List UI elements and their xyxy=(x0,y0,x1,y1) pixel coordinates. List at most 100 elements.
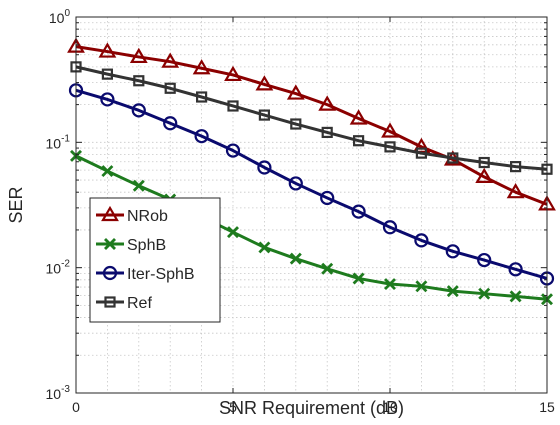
x-tick-label: 5 xyxy=(229,399,237,415)
y-tick-base: 10 xyxy=(46,386,62,402)
data-point-nrob xyxy=(129,47,148,64)
data-point-nrob xyxy=(255,75,274,91)
x-tick-label: 15 xyxy=(539,399,555,415)
data-point-sphb xyxy=(415,280,428,293)
data-point-iter-sphb xyxy=(477,252,492,268)
legend-label-ref: Ref xyxy=(127,295,152,312)
data-point-iter-sphb xyxy=(508,262,523,277)
series-line-nrob xyxy=(75,45,548,206)
legend-marker-iter-sphb xyxy=(102,265,118,281)
data-point-sphb xyxy=(478,287,491,300)
legend-label-nrob: NRob xyxy=(127,208,168,225)
marker-x-stroke xyxy=(132,179,145,192)
data-point-ref xyxy=(290,118,302,130)
legend-label-sphb: SphB xyxy=(127,237,166,254)
legend-label-iter-sphb: Iter-SphB xyxy=(127,266,195,283)
marker-x-stroke xyxy=(478,287,491,300)
data-point-sphb xyxy=(258,241,271,254)
data-point-iter-sphb xyxy=(445,244,460,259)
y-tick-base: 10 xyxy=(46,135,62,151)
y-tick-base: 10 xyxy=(46,261,62,277)
data-point-nrob xyxy=(475,167,494,183)
data-point-sphb xyxy=(321,262,334,275)
data-point-iter-sphb xyxy=(320,190,335,206)
data-point-sphb xyxy=(509,290,522,303)
series-line-ref xyxy=(75,65,548,171)
y-tick-label: 100 xyxy=(49,8,71,26)
data-point-ref xyxy=(415,147,427,159)
y-tick-exponent: -2 xyxy=(61,259,70,270)
series-ref xyxy=(70,61,553,175)
data-point-iter-sphb xyxy=(288,176,303,191)
data-point-sphb xyxy=(446,285,459,298)
marker-x-stroke xyxy=(321,262,334,275)
plot-frame xyxy=(75,16,548,394)
series-line-iter-sphb xyxy=(75,88,548,280)
data-point-ref xyxy=(258,109,270,121)
legend-marker-ref xyxy=(104,296,116,308)
grid-layer xyxy=(76,17,547,393)
data-point-ref xyxy=(321,126,333,139)
data-point-nrob xyxy=(506,183,525,199)
data-point-sphb xyxy=(352,272,365,285)
data-point-sphb xyxy=(132,179,145,192)
data-point-nrob xyxy=(98,42,117,58)
y-tick-base: 10 xyxy=(49,10,65,26)
data-point-ref xyxy=(164,82,176,94)
data-point-ref xyxy=(510,161,522,173)
marker-x-stroke xyxy=(258,241,271,254)
data-point-nrob xyxy=(318,95,337,111)
data-point-iter-sphb xyxy=(382,220,398,235)
data-point-iter-sphb xyxy=(225,143,241,158)
series-line-sphb xyxy=(75,154,548,301)
x-tick-label: 0 xyxy=(72,399,80,415)
data-point-ref xyxy=(101,68,114,80)
data-point-iter-sphb xyxy=(414,233,429,248)
data-point-nrob xyxy=(192,59,211,75)
data-point-ref xyxy=(447,152,459,164)
marker-x-stroke xyxy=(415,280,428,293)
legend: NRob SphB Iter-SphB Ref xyxy=(89,197,221,323)
data-point-nrob xyxy=(161,52,180,68)
y-tick-exponent: -3 xyxy=(61,384,70,395)
data-point-iter-sphb xyxy=(257,160,272,175)
legend-marker-nrob xyxy=(101,205,119,222)
marker-x-stroke xyxy=(227,226,239,239)
y-tick-label: 10-2 xyxy=(46,259,71,277)
data-point-iter-sphb xyxy=(131,103,146,118)
y-tick-label: 10-3 xyxy=(46,384,71,402)
data-point-iter-sphb xyxy=(100,92,115,107)
marker-x-stroke xyxy=(101,165,114,178)
x-tick-label: 10 xyxy=(382,399,398,415)
data-point-ref xyxy=(353,135,365,147)
series-layer xyxy=(67,37,556,306)
marker-x-stroke xyxy=(384,278,396,291)
data-point-ref xyxy=(384,141,396,153)
data-point-nrob xyxy=(224,65,242,82)
data-point-sphb xyxy=(289,252,302,265)
data-point-iter-sphb xyxy=(194,129,209,144)
marker-x-stroke xyxy=(289,252,302,265)
marker-x-stroke xyxy=(104,238,116,250)
data-point-sphb xyxy=(227,226,239,239)
marker-x-stroke xyxy=(446,285,459,298)
data-point-ref xyxy=(196,91,208,103)
data-point-ref xyxy=(478,156,490,169)
y-tick-label: 10-1 xyxy=(46,133,71,151)
y-tick-exponent: -1 xyxy=(61,133,70,144)
data-point-sphb xyxy=(384,278,396,291)
data-point-iter-sphb xyxy=(351,204,366,219)
marker-x-stroke xyxy=(509,290,522,303)
data-point-ref xyxy=(227,100,239,112)
y-axis-label: SER xyxy=(6,186,26,223)
legend-marker-sphb xyxy=(104,238,116,250)
data-point-ref xyxy=(133,75,145,87)
x-axis-label: SNR Requirement (dB) xyxy=(219,398,404,418)
data-point-iter-sphb xyxy=(163,116,178,131)
y-tick-exponent: 0 xyxy=(64,8,70,19)
marker-x-stroke xyxy=(352,272,365,285)
data-point-nrob xyxy=(381,122,399,138)
